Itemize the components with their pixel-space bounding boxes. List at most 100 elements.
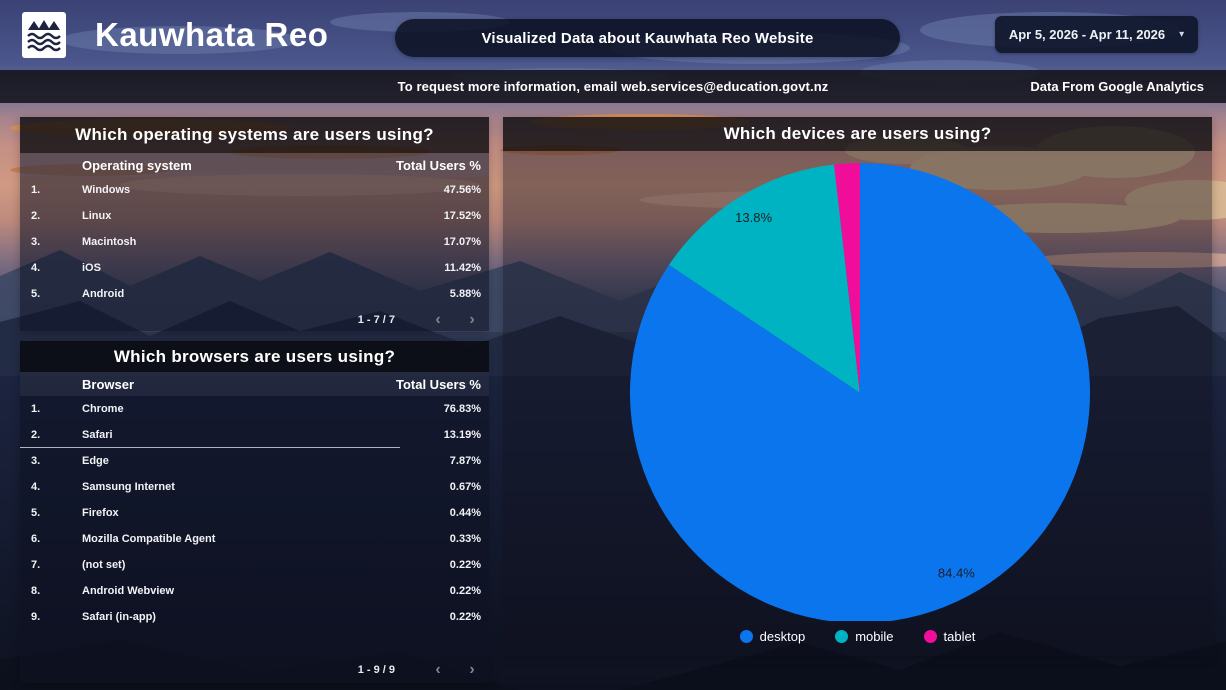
table-row: 8. Android Webview 0.22% bbox=[20, 578, 489, 604]
legend-label: tablet bbox=[943, 629, 976, 644]
pie-slice-label: 13.8% bbox=[735, 210, 772, 225]
row-label: Android Webview bbox=[82, 585, 175, 597]
os-metric-header: Total Users % bbox=[395, 157, 481, 173]
os-table: Operating system Total Users % 1. Window… bbox=[20, 153, 489, 331]
chevron-down-icon: ▾ bbox=[1179, 28, 1185, 40]
pie-slice-tablet[interactable] bbox=[834, 163, 860, 393]
row-rank: 8. bbox=[31, 585, 41, 597]
mountains-waves-logo-icon bbox=[27, 20, 61, 52]
row-value: 11.42% bbox=[444, 262, 481, 274]
subheader-bar: To request more information, email web.s… bbox=[0, 70, 1226, 103]
row-value: 0.22% bbox=[449, 559, 481, 571]
row-label: (not set) bbox=[82, 559, 126, 571]
row-rank: 3. bbox=[31, 455, 41, 467]
chevron-right-icon[interactable]: › bbox=[469, 661, 475, 678]
row-label: Macintosh bbox=[82, 236, 137, 248]
date-range-selector[interactable]: Apr 5, 2026 - Apr 11, 2026 ▾ bbox=[995, 16, 1198, 53]
browser-table-title: Which browsers are users using? bbox=[20, 341, 489, 372]
legend-dot-tablet bbox=[923, 630, 937, 643]
kauwhata-reo-logo bbox=[22, 12, 66, 58]
os-table-pagination: 1 - 7 / 7 ‹ › bbox=[20, 307, 489, 333]
table-row: 5. Firefox 0.44% bbox=[20, 500, 489, 526]
row-value: 7.87% bbox=[449, 455, 481, 467]
row-label: Android bbox=[82, 288, 125, 300]
table-row: 3. Macintosh 17.07% bbox=[20, 229, 489, 255]
table-row: 4. Samsung Internet 0.67% bbox=[20, 474, 489, 500]
table-row: 9. Safari (in-app) 0.22% bbox=[20, 604, 489, 630]
devices-chart-title: Which devices are users using? bbox=[503, 117, 1212, 151]
chevron-left-icon[interactable]: ‹ bbox=[435, 661, 441, 678]
row-rank: 3. bbox=[31, 236, 41, 248]
row-label: Firefox bbox=[82, 507, 119, 519]
data-source-text: Data From Google Analytics bbox=[1030, 79, 1204, 94]
row-rank: 7. bbox=[31, 559, 41, 571]
browser-metric-header: Total Users % bbox=[395, 376, 481, 392]
pie-slice-desktop[interactable] bbox=[630, 163, 1090, 621]
row-label: Mozilla Compatible Agent bbox=[82, 533, 216, 545]
row-rank: 9. bbox=[31, 611, 41, 623]
table-row: 7. (not set) 0.22% bbox=[20, 552, 489, 578]
row-value: 0.22% bbox=[449, 585, 481, 597]
row-label: Linux bbox=[82, 210, 112, 222]
legend-item-desktop[interactable]: desktop bbox=[739, 629, 806, 644]
devices-pie-chart: 84.4% 13.8% desktop mobile tablet bbox=[503, 151, 1212, 656]
legend-dot-desktop bbox=[739, 630, 753, 643]
browser-table-panel: Which browsers are users using? Browser … bbox=[20, 341, 489, 683]
row-value: 0.67% bbox=[449, 481, 481, 493]
row-value: 17.07% bbox=[443, 236, 481, 248]
pagination-label: 1 - 7 / 7 bbox=[357, 314, 395, 326]
page-title: Kauwhata Reo bbox=[95, 16, 329, 53]
row-rank: 2. bbox=[31, 210, 41, 222]
table-row: 2. Linux 17.52% bbox=[20, 203, 489, 229]
table-row: 4. iOS 11.42% bbox=[20, 255, 489, 281]
legend-item-mobile[interactable]: mobile bbox=[835, 629, 894, 644]
row-rank: 4. bbox=[31, 262, 41, 274]
row-value: 13.19% bbox=[443, 429, 481, 441]
row-rank: 2. bbox=[31, 429, 41, 441]
row-label: Chrome bbox=[82, 403, 124, 415]
chevron-left-icon[interactable]: ‹ bbox=[435, 311, 441, 328]
row-label: Windows bbox=[82, 184, 131, 196]
row-value: 5.88% bbox=[449, 288, 481, 300]
legend-label: desktop bbox=[759, 629, 806, 644]
row-value: 0.22% bbox=[449, 611, 481, 623]
date-range-value: Apr 5, 2026 - Apr 11, 2026 bbox=[1008, 27, 1166, 42]
legend-item-tablet[interactable]: tablet bbox=[923, 629, 976, 644]
row-label: Safari (in-app) bbox=[82, 611, 156, 623]
chart-legend: desktop mobile tablet bbox=[503, 629, 1212, 644]
chevron-right-icon[interactable]: › bbox=[469, 311, 475, 328]
pie-chart-canvas: 84.4% 13.8% bbox=[630, 163, 1090, 621]
pie-slice-mobile[interactable] bbox=[668, 164, 860, 393]
browser-column-header: Browser bbox=[82, 376, 135, 392]
row-label: Samsung Internet bbox=[82, 481, 175, 493]
row-label: iOS bbox=[82, 262, 101, 274]
os-column-header: Operating system bbox=[82, 157, 192, 173]
table-row: 6. Mozilla Compatible Agent 0.33% bbox=[20, 526, 489, 552]
legend-dot-mobile bbox=[835, 630, 849, 643]
os-table-header: Operating system Total Users % bbox=[20, 153, 489, 177]
table-row: 5. Android 5.88% bbox=[20, 281, 489, 307]
row-rank: 4. bbox=[31, 481, 41, 493]
row-value: 0.44% bbox=[449, 507, 481, 519]
devices-chart-panel: Which devices are users using? 84.4% 13.8… bbox=[503, 117, 1212, 656]
row-value: 47.56% bbox=[443, 184, 481, 196]
row-rank: 6. bbox=[31, 533, 41, 545]
header: Kauwhata Reo Visualized Data about Kauwh… bbox=[0, 0, 1226, 70]
row-value: 17.52% bbox=[443, 210, 481, 222]
row-rank: 1. bbox=[31, 403, 41, 415]
table-row: 1. Chrome 76.83% bbox=[20, 396, 489, 422]
row-rank: 5. bbox=[31, 507, 41, 519]
browser-table-header: Browser Total Users % bbox=[20, 372, 489, 396]
table-row: 1. Windows 47.56% bbox=[20, 177, 489, 203]
legend-label: mobile bbox=[855, 629, 894, 644]
contact-info-text: To request more information, email web.s… bbox=[397, 79, 829, 94]
os-table-panel: Which operating systems are users using?… bbox=[20, 117, 489, 331]
pagination-label: 1 - 9 / 9 bbox=[357, 664, 395, 676]
browser-table-pagination: 1 - 9 / 9 ‹ › bbox=[20, 657, 489, 683]
dashboard-banner: Visualized Data about Kauwhata Reo Websi… bbox=[395, 19, 900, 57]
row-label: Edge bbox=[82, 455, 109, 467]
row-rank: 1. bbox=[31, 184, 41, 196]
row-value: 0.33% bbox=[449, 533, 481, 545]
row-rank: 5. bbox=[31, 288, 41, 300]
banner-title: Visualized Data about Kauwhata Reo Websi… bbox=[481, 29, 814, 47]
